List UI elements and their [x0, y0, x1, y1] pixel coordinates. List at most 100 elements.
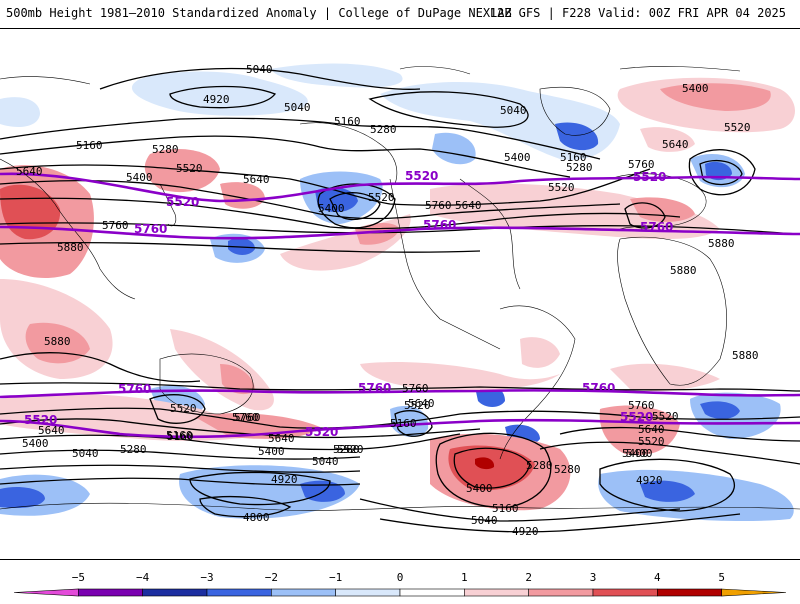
coastline-antarctica	[0, 502, 800, 511]
highlight-label: 5520	[24, 413, 57, 427]
coastline-north-america-west	[389, 178, 501, 350]
colorbar-tick-label: −5	[72, 571, 85, 584]
contour-label: 5400	[626, 447, 653, 460]
contour-ring-sh-1	[149, 394, 206, 424]
colorbar-tick-label: 4	[654, 571, 661, 584]
contour-label: 5400	[22, 437, 49, 450]
contour-label: 5760	[234, 411, 261, 424]
highlight-label: 5520	[405, 169, 438, 183]
contour-label: 5520	[638, 435, 665, 448]
contour-5040-sa	[359, 498, 681, 522]
coastline-alaska	[299, 122, 398, 185]
colorbar-swatch	[399, 588, 465, 597]
anomaly-blob	[0, 487, 45, 509]
contour-ring-atlantic	[624, 202, 666, 229]
coastline-arctic-islands	[0, 66, 741, 85]
colorbar-swatch	[592, 588, 658, 597]
contour-low-se	[599, 458, 736, 512]
contour-label: 5040	[500, 104, 527, 117]
contour-label: 5520	[652, 410, 679, 423]
purple-5520-sh	[0, 418, 800, 439]
colorbar-tick-label: 5	[718, 571, 725, 584]
contour-5520	[0, 179, 621, 220]
contour-5760	[0, 222, 800, 235]
anomaly-blob	[555, 122, 599, 151]
colorbar-swatch	[464, 588, 529, 597]
contour-5400-se	[559, 426, 800, 442]
contour-5040-ne	[368, 91, 529, 128]
contour-label: 4920	[203, 93, 230, 106]
contour-ring-sh-2	[394, 410, 433, 437]
contour-label: 5520	[337, 443, 364, 456]
colorbar-tick-label: 1	[461, 571, 468, 584]
highlight-label: 5760	[423, 218, 456, 232]
model-run-label: 12Z GFS | F228 Valid: 00Z FRI APR 04 202…	[489, 6, 786, 20]
contour-label: 4920	[512, 525, 539, 538]
contour-ring-europe-inner	[699, 160, 743, 186]
colorbar-swatch	[528, 588, 594, 597]
colorbar-ticks: −5 −4 −3 −2 −1 0 1 2 3 4 5	[72, 571, 725, 584]
contour-label: 5400	[258, 445, 285, 458]
colorbar-swatch	[721, 588, 787, 597]
colorbar-swatch	[271, 588, 336, 597]
contour-label: 5880	[708, 237, 735, 250]
contour-5040-sh	[0, 477, 361, 486]
contour-label: 5040	[72, 447, 99, 460]
contour-label: 5040	[312, 455, 339, 468]
contour-label: 5040	[471, 514, 498, 527]
contour-5280-sh	[0, 449, 361, 460]
contour-label: 5760	[402, 382, 429, 395]
contour-5400	[0, 164, 651, 206]
contour-label: 5160	[390, 417, 417, 430]
contour-label: 5880	[57, 241, 84, 254]
contour-label: 4920	[271, 473, 298, 486]
contour-5280	[0, 135, 571, 178]
anomaly-blob	[475, 457, 495, 470]
contour-5640	[0, 197, 681, 230]
anomaly-blob	[520, 337, 560, 368]
anomaly-blob	[660, 83, 771, 111]
contour-5880	[0, 241, 481, 253]
highlight-label: 5520	[633, 170, 666, 184]
contour-label: 5760	[425, 199, 452, 212]
colorbar-tick-label: 3	[590, 571, 597, 584]
colorbar: −5 −4 −3 −2 −1 0 1 2 3 4 5	[0, 565, 800, 600]
anomaly-blob	[144, 149, 220, 193]
contour-label: 5520	[368, 191, 395, 204]
anomaly-blob	[360, 362, 560, 391]
colorbar-tick-label: −3	[200, 571, 213, 584]
colorbar-swatch	[142, 588, 208, 597]
contour-label: 5160	[166, 429, 193, 442]
colorbar-tick-label: 0	[397, 571, 404, 584]
contour-label: 5640	[16, 165, 43, 178]
contour-label: 5520	[176, 162, 203, 175]
contour-labels: 5040 4920 5040 5040 5400 5520 5160 5280 …	[16, 63, 759, 538]
highlight-label: 5760	[640, 220, 673, 234]
contour-label: 5400	[682, 82, 709, 95]
contour-5160	[0, 117, 601, 160]
anomaly-blob	[220, 364, 255, 395]
contour-5640-sh	[0, 418, 481, 439]
contour-label: 5520	[170, 402, 197, 415]
contour-label: 5760	[102, 219, 129, 232]
contour-label: 5640	[662, 138, 689, 151]
contour-label: 5520	[548, 181, 575, 194]
contour-label: 5400	[622, 447, 649, 460]
highlight-label: 5520	[166, 195, 199, 209]
purple-5760-nh	[0, 225, 800, 240]
colorbar-tick-label: −1	[329, 571, 342, 584]
contour-label: 5280	[152, 143, 179, 156]
contour-label: 5160	[76, 139, 103, 152]
contour-low-sa	[435, 432, 552, 508]
colorbar-swatch	[657, 588, 722, 597]
colorbar-tick-label: −4	[136, 571, 150, 584]
contour-label: 5520	[724, 121, 751, 134]
map-canvas: 5040 4920 5040 5040 5400 5520 5160 5280 …	[0, 63, 800, 538]
anomaly-blob	[0, 97, 40, 127]
purple-5760-sh	[0, 389, 800, 399]
contour-5160-sh	[0, 464, 361, 473]
coastline-africa	[617, 236, 727, 386]
highlight-contours	[0, 172, 800, 439]
map-panel: 5040 4920 5040 5040 5400 5520 5160 5280 …	[0, 28, 800, 560]
contour-label: 5400	[126, 171, 153, 184]
